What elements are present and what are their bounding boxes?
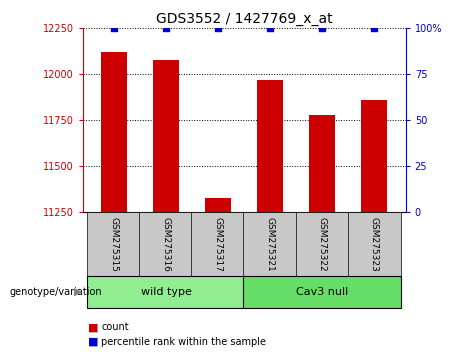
Bar (257, 80, 284, 212)
Bar (153, 59, 179, 212)
Point (111, 25, 118, 31)
Point (163, 25, 170, 31)
Text: Cav3 null: Cav3 null (296, 287, 349, 297)
Text: count: count (101, 322, 129, 332)
Point (371, 25, 378, 31)
Text: GSM275315: GSM275315 (110, 217, 119, 272)
Text: GSM275321: GSM275321 (266, 217, 275, 272)
Text: GSM275316: GSM275316 (162, 217, 171, 272)
Title: GDS3552 / 1427769_x_at: GDS3552 / 1427769_x_at (156, 12, 333, 26)
Bar (361, 100, 387, 212)
Bar (101, 52, 127, 212)
Text: percentile rank within the sample: percentile rank within the sample (101, 337, 266, 347)
Point (319, 25, 326, 31)
Text: wild type: wild type (141, 287, 192, 297)
Bar (205, 198, 231, 212)
Text: GSM275322: GSM275322 (318, 217, 327, 272)
Text: GSM275323: GSM275323 (370, 217, 379, 272)
Text: ■: ■ (88, 337, 98, 347)
Point (215, 25, 222, 31)
Point (266, 25, 274, 31)
Bar (309, 115, 336, 212)
Text: ▶: ▶ (74, 287, 83, 297)
Text: genotype/variation: genotype/variation (9, 287, 102, 297)
Text: GSM275317: GSM275317 (214, 217, 223, 272)
Text: ■: ■ (88, 322, 98, 332)
